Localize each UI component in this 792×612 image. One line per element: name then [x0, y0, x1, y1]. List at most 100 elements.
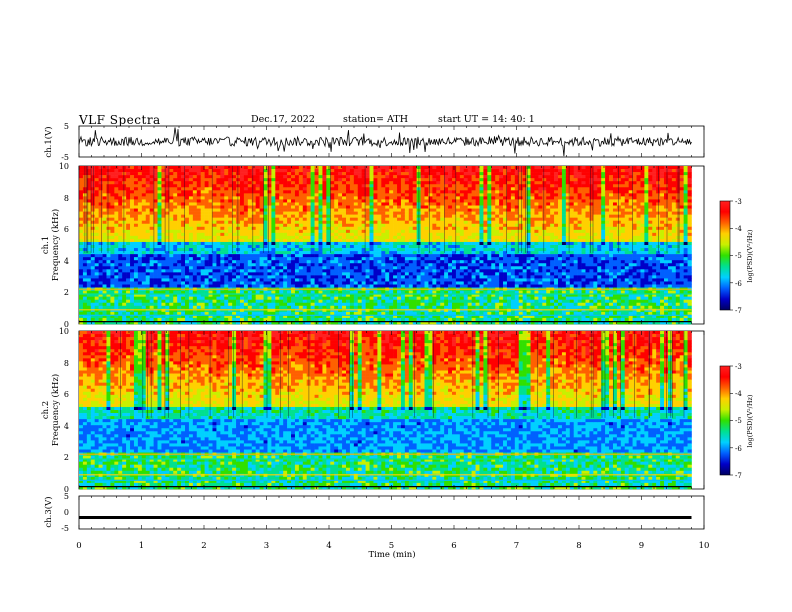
spectrogram-cell [141, 302, 147, 307]
spectrogram-cell [369, 257, 374, 261]
spectrogram-cell [420, 305, 425, 310]
spectrogram-cell [200, 263, 205, 267]
spectrogram-cell [173, 178, 178, 182]
spectrogram-cell [224, 305, 229, 310]
spectrogram-cell [204, 314, 209, 319]
spectrogram-cell [82, 269, 88, 273]
spectrogram-cell [133, 208, 139, 212]
spectrogram-cell [153, 272, 158, 276]
spectrogram-cell [353, 290, 359, 294]
spectrogram-cell [404, 308, 410, 313]
spectrogram-cell [259, 232, 264, 237]
spectrogram-cell [385, 254, 390, 258]
spectrogram-cell [369, 275, 374, 279]
spectrogram-cell [294, 199, 300, 203]
spectrogram-cell [106, 293, 111, 297]
spectrogram-cell [302, 308, 308, 313]
spectrogram-cell [161, 193, 166, 197]
spectrogram-cell [110, 229, 115, 234]
spectrogram-cell [330, 187, 335, 191]
spectrogram-cell [444, 248, 449, 252]
spectrogram-cell [188, 196, 194, 200]
spectrogram-cell [400, 275, 406, 279]
spectrogram-cell [114, 254, 119, 258]
spectrogram-cell [330, 217, 335, 221]
spectrogram-cell [137, 317, 143, 322]
spectrogram-cell [377, 196, 382, 200]
spectrogram-cell [137, 208, 143, 212]
spectrogram-cell [157, 166, 162, 170]
spectrogram-cell [251, 169, 256, 173]
spectrogram-cell [400, 229, 406, 234]
spectrogram-cell [161, 187, 166, 191]
spectrogram-cell [365, 263, 370, 267]
spectrogram-cell [393, 205, 398, 209]
spectrogram-cell [137, 226, 143, 231]
spectrogram-cell [126, 314, 131, 319]
spectrogram-cell [208, 214, 213, 218]
spectrogram-cell [342, 211, 347, 215]
spectrogram-cell [98, 220, 103, 225]
spectrogram-cell [408, 196, 414, 200]
spectrogram-cell [216, 260, 221, 264]
spectrogram-cell [165, 175, 170, 179]
spectrogram-cell [322, 263, 327, 267]
spectrogram-cell [302, 241, 308, 246]
spectrogram-cell [82, 257, 88, 261]
spectrogram-cell [271, 241, 276, 246]
spectrogram-cell [424, 184, 429, 188]
spectrogram-cell [133, 178, 139, 182]
spectrogram-cell [420, 299, 425, 304]
spectrogram-cell [188, 305, 194, 310]
spectrogram-cell [122, 166, 127, 170]
spectrogram-cell [444, 238, 449, 243]
spectrogram-cell [408, 293, 414, 297]
spectrogram-cell [361, 193, 366, 197]
spectrogram-cell [188, 272, 194, 276]
spectrogram-cell [400, 281, 406, 285]
spectrogram-cell [338, 235, 343, 240]
spectrogram-cell [408, 281, 414, 285]
spectrogram-cell [173, 226, 178, 231]
spectrogram-cell [82, 278, 88, 282]
spectrogram-cell [145, 257, 150, 261]
spectrogram-cell [412, 281, 417, 285]
spectrogram-cell [271, 226, 276, 231]
spectrogram-cell [283, 296, 288, 300]
spectrogram-cell [255, 302, 260, 307]
spectrogram-cell [424, 266, 429, 270]
spectrogram-cell [118, 184, 123, 188]
spectrogram-cell [416, 272, 421, 276]
spectrogram-cell [397, 217, 402, 221]
spectrogram-cell [377, 208, 382, 212]
spectrogram-cell [353, 229, 359, 234]
spectrogram-cell [126, 320, 131, 325]
spectrogram-cell [393, 184, 398, 188]
spectrogram-cell [408, 266, 414, 270]
spectrogram-cell [208, 272, 213, 276]
spectrogram-cell [310, 229, 315, 234]
spectrogram-cell [298, 245, 304, 249]
spectrogram-cell [444, 169, 449, 173]
spectrogram-cell [314, 178, 319, 182]
spectrogram-cell [90, 190, 96, 194]
spectrogram-cell [416, 302, 421, 307]
spectrogram-cell [397, 302, 402, 307]
spectrogram-cell [420, 317, 425, 322]
spectrogram-cell [145, 220, 150, 225]
spectrogram-cell [185, 320, 190, 325]
spectrogram-cell [126, 260, 131, 264]
spectrogram-cell [373, 235, 378, 240]
spectrogram-cell [287, 214, 292, 218]
spectrogram-cell [318, 220, 323, 225]
spectrogram-cell [412, 205, 417, 209]
spectrogram-cell [90, 193, 96, 197]
spectrogram-cell [98, 293, 103, 297]
spectrogram-cell [389, 302, 394, 307]
spectrogram-cell [86, 296, 92, 300]
spectrogram-cell [98, 272, 103, 276]
spectrogram-cell [283, 223, 288, 228]
spectrogram-cell [86, 284, 92, 288]
spectrogram-cell [267, 166, 272, 170]
spectrogram-cell [133, 251, 139, 255]
